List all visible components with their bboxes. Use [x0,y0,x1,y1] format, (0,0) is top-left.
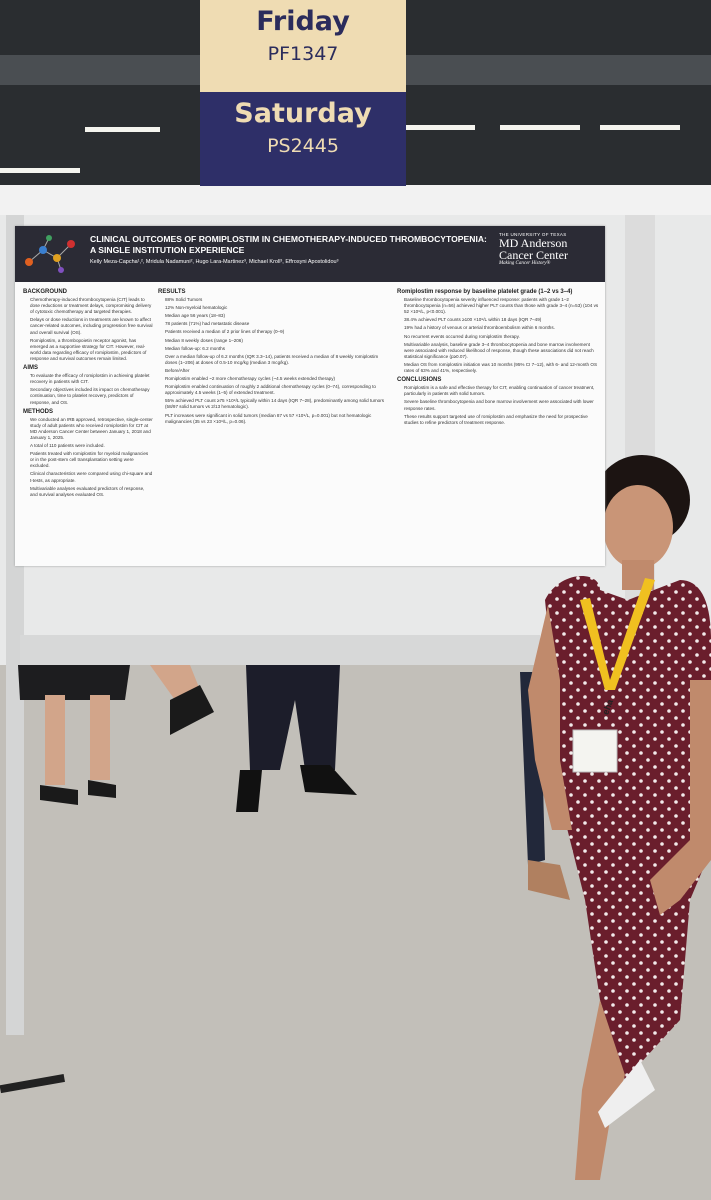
light [500,125,580,130]
board-base [20,635,540,665]
arm [650,680,711,915]
arm [528,605,572,830]
person-behind [18,665,130,700]
face [603,485,673,569]
bullet: These results support targeted use of ro… [404,414,599,426]
sign-code: PS2445 [267,135,339,157]
bullet: Severe baseline thrombocytopenia and bon… [404,399,599,411]
bullet: A total of 110 patients were included. [30,443,153,449]
sign-code: PF1347 [267,43,339,65]
tagline: Making Cancer History® [499,261,551,266]
bullet: Patients treated with romiplostim for my… [30,451,153,469]
badge-card [572,729,618,773]
section-heading: Romiplostim response by baseline platele… [397,289,573,295]
shoe [528,860,570,900]
lanyard [580,578,655,690]
leg [90,695,110,780]
bullet: Chemotherapy-induced thrombocytopenia (C… [30,297,153,315]
poster-header: CLINICAL OUTCOMES OF ROMIPLOSTIM IN CHEM… [15,226,605,282]
section-heading: BACKGROUND [23,289,67,295]
sign-day: Friday [256,6,350,37]
bullet-list: Baseline thrombocytopenia severity influ… [397,297,599,374]
person-behind [246,665,340,770]
bullet-list: 88% Solid Tumors 12% Non-myeloid hematolo… [158,297,390,425]
bullet-list: To evaluate the efficacy of romiplostim … [23,373,153,405]
bullet: 78 patients (71%) had metastatic disease [165,321,390,327]
board-frame [0,185,711,215]
sign: Friday PF1347 [200,0,406,92]
logo-graphic [25,235,75,273]
bullet: Multivariable analysis, baseline grade 3… [404,342,599,360]
leg [45,695,65,785]
bullet-list: We conducted an IRB approved, retrospect… [23,417,153,498]
center-name: MD Anderson Cancer Center [499,236,568,262]
bullet: Romiplostim is a safe and effective ther… [404,385,599,397]
bullet: Over a median follow-up of 6.2 months (I… [165,354,390,366]
bullet: Median 8 weekly doses (range 1–206) [165,338,390,344]
light [85,127,160,132]
light [0,168,80,173]
bullet-list: Chemotherapy-induced thrombocytopenia (C… [23,297,153,362]
bullet: Romiplostim enabled ~2 more chemotherapy… [165,376,390,382]
bullet: 38.4% achieved PLT counts ≥100 ×10⁹/L wi… [404,317,599,323]
poster-column: RESULTS 88% Solid Tumors 12% Non-myeloid h… [158,286,390,562]
bullet: No recurrent events occurred during romi… [404,334,599,340]
shoe [300,765,357,795]
section-heading: CONCLUSIONS [397,377,442,384]
bullet: Romiplostim enabled continuation of roug… [165,384,390,396]
bullet: Clinical characteristics were compared u… [30,471,153,483]
bullet: 88% Solid Tumors [165,297,390,303]
bullet: Median follow-up: 6.2 months [165,346,390,352]
bullet: Romiplostim, a thrombopoietin receptor a… [30,338,153,362]
shoe [88,780,116,798]
section-heading: AIMS [23,365,38,372]
poster: CLINICAL OUTCOMES OF ROMIPLOSTIM IN CHEM… [15,226,605,566]
bullet: Secondary objectives included its impact… [30,387,153,405]
bullet: Before/After [165,368,390,374]
bullet: 19% had a history of venous or arterial … [404,325,599,331]
bullet: Delays or dose reductions in treatments … [30,317,153,335]
sign-day: Saturday [234,98,372,129]
bullet: Multivariable analyses evaluated predict… [30,486,153,498]
leg [575,1000,625,1180]
shoe [598,1060,655,1128]
sign: Saturday PS2445 [200,92,406,186]
bullet: To evaluate the efficacy of romiplostim … [30,373,153,385]
bullet-list: Romiplostim is a safe and effective ther… [397,385,599,426]
bullet: Baseline thrombocytopenia severity influ… [404,297,599,315]
institution: THE UNIVERSITY OF TEXAS [499,232,567,237]
bullet: PLT increases were significant in solid … [165,413,390,425]
section-heading: RESULTS [158,289,186,295]
poster-column: Romiplostim response by baseline platele… [397,286,599,562]
bullet: Median OS from romiplostim initiation wa… [404,362,599,374]
bullet: Median age 56 years (18–83) [165,313,390,319]
boot [170,685,214,735]
poster-authors: Kelly Meza-Capcha¹,², Mridula Nadamuni²,… [90,259,339,265]
bullet: Patients received a median of 2 prior li… [165,329,390,335]
bullet: 55% achieved PLT count ≥75 ×10⁹/L typica… [165,398,390,410]
dress [545,576,711,1080]
cable [0,1073,65,1094]
poster-column: BACKGROUND Chemotherapy-induced thrombocy… [23,286,153,562]
poster-title: CLINICAL OUTCOMES OF ROMIPLOSTIM IN CHEM… [90,234,487,255]
light [405,125,475,130]
bullet: 12% Non-myeloid hematologic [165,305,390,311]
light [600,125,680,130]
shoe [236,770,262,812]
bullet: We conducted an IRB approved, retrospect… [30,417,153,441]
institution-logo: THE UNIVERSITY OF TEXAS MD Anderson Canc… [499,232,599,266]
section-heading: METHODS [23,408,53,415]
shoe [40,785,78,805]
